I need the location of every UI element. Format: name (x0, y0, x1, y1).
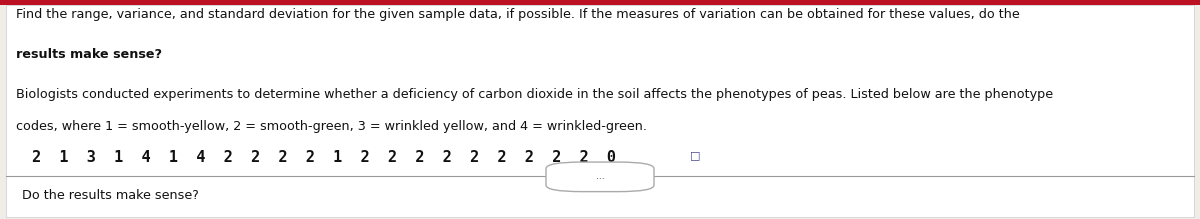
FancyBboxPatch shape (6, 5, 1194, 217)
Text: Do the results make sense?: Do the results make sense? (22, 189, 198, 202)
Text: 2  1  3  1  4  1  4  2  2  2  2  1  2  2  2  2  2  2  2  2  2  0: 2 1 3 1 4 1 4 2 2 2 2 1 2 2 2 2 2 2 2 2 … (32, 150, 617, 165)
Text: results make sense?: results make sense? (16, 48, 162, 61)
Text: codes, where 1 = smooth-yellow, 2 = smooth-green, 3 = wrinkled yellow, and 4 = w: codes, where 1 = smooth-yellow, 2 = smoo… (16, 120, 647, 133)
FancyBboxPatch shape (0, 0, 1200, 5)
Text: Biologists conducted experiments to determine whether a deficiency of carbon dio: Biologists conducted experiments to dete… (16, 88, 1052, 101)
Text: □: □ (690, 150, 701, 160)
Text: ...: ... (595, 172, 605, 181)
Text: Find the range, variance, and standard deviation for the given sample data, if p: Find the range, variance, and standard d… (16, 8, 1019, 21)
FancyBboxPatch shape (546, 162, 654, 192)
